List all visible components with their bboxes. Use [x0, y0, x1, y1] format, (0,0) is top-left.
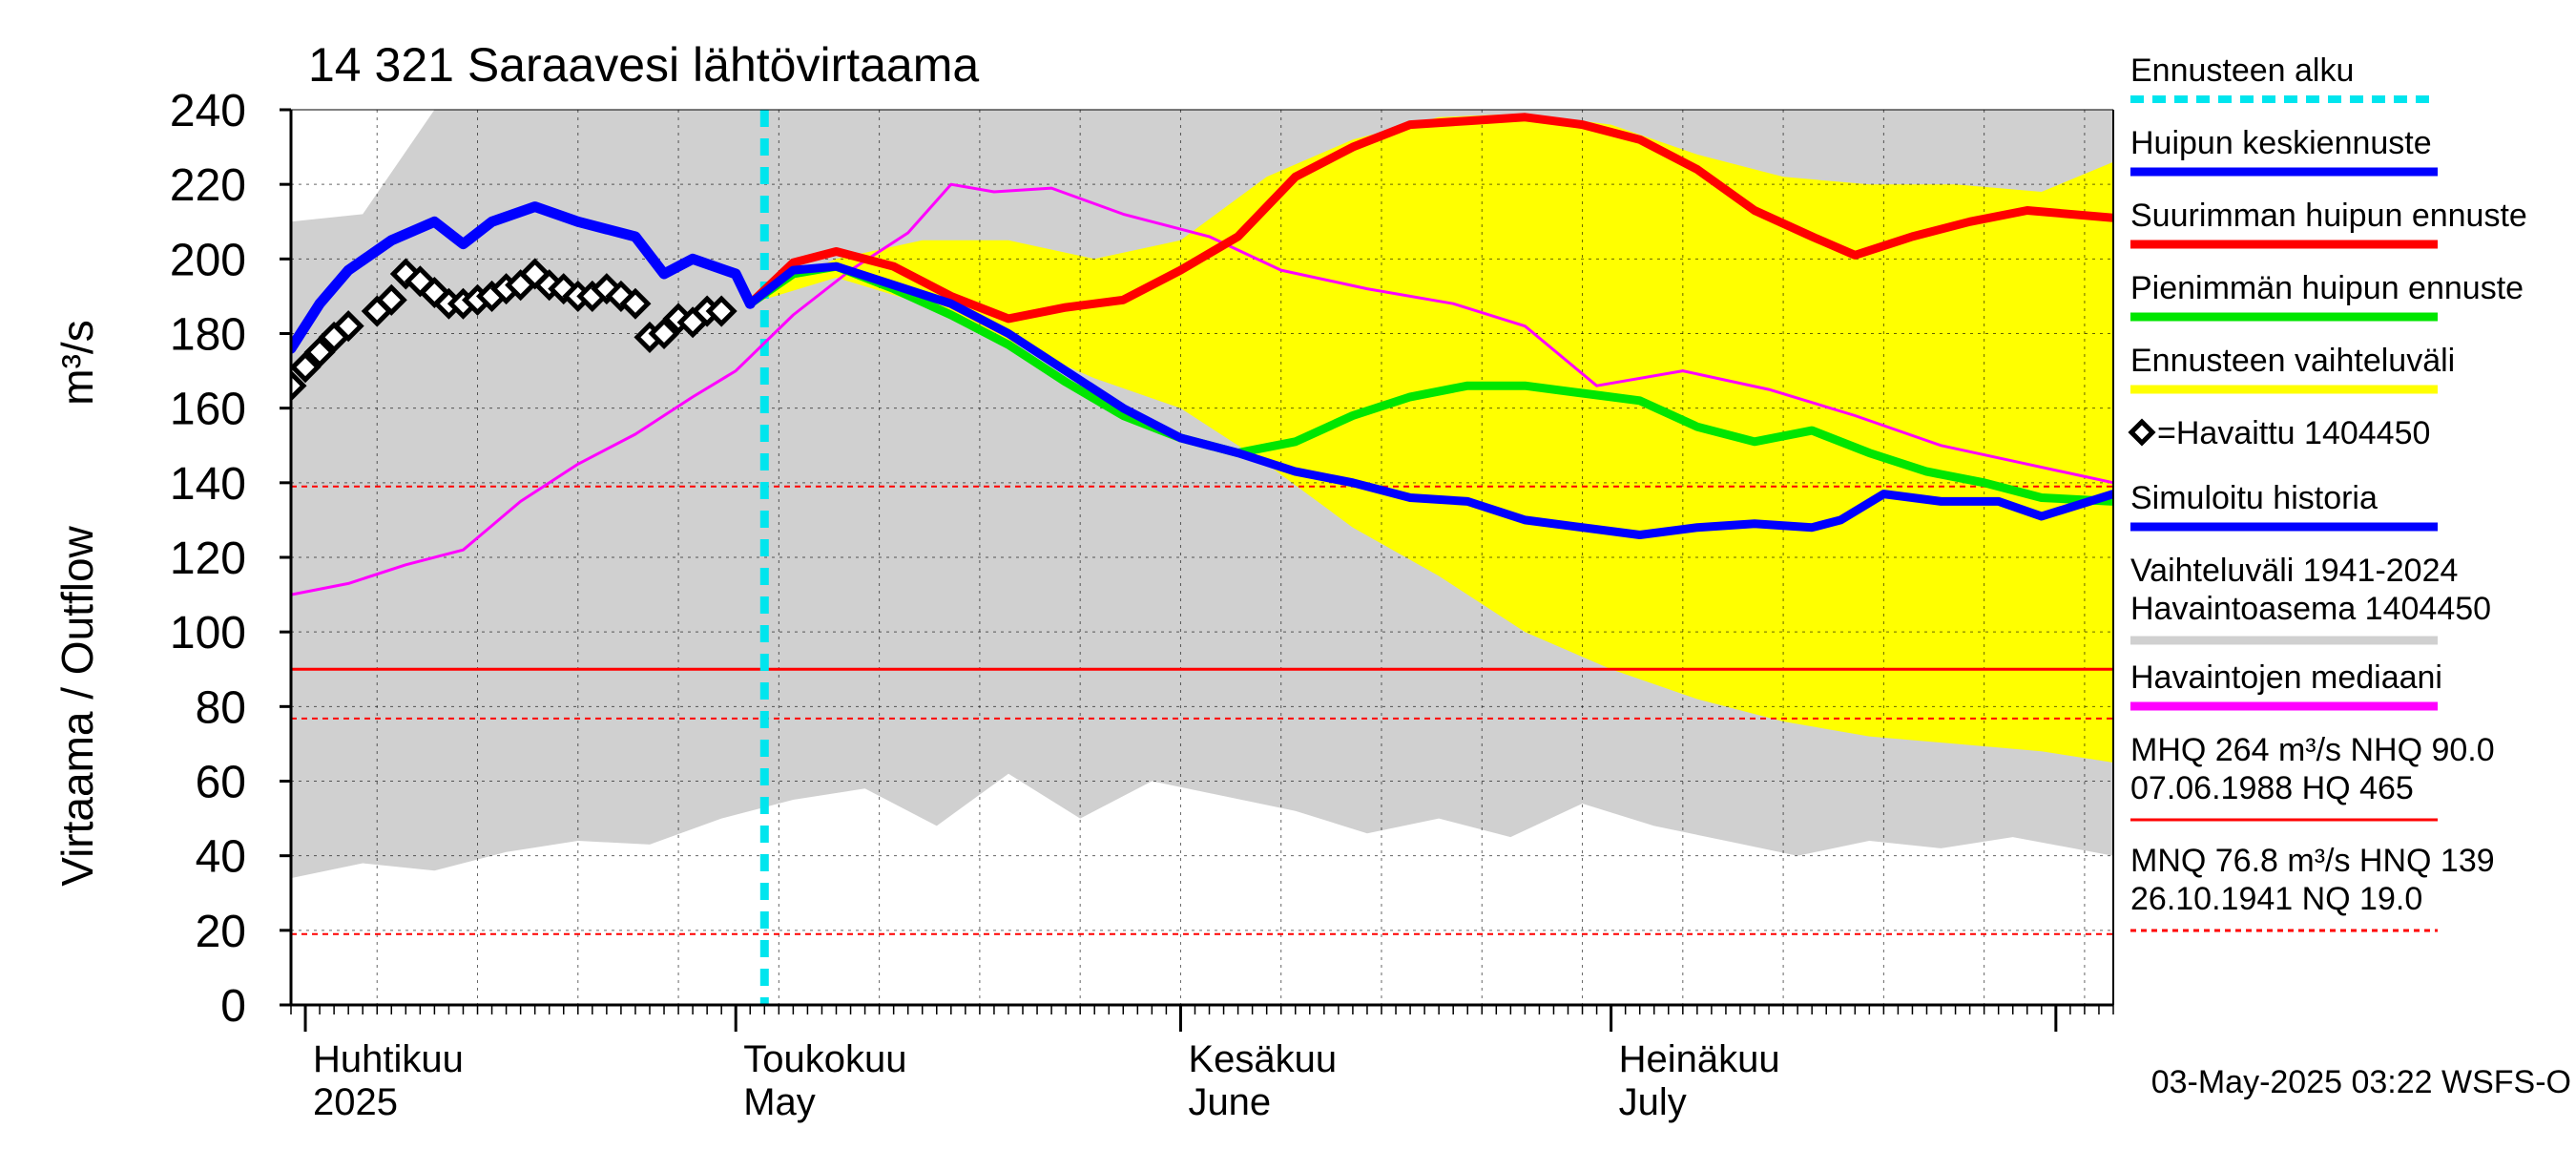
- legend-label: Pienimmän huipun ennuste: [2130, 270, 2524, 306]
- observed-point: [648, 317, 680, 350]
- observed-point: [605, 280, 637, 312]
- x-month-label: Heinäkuu: [1619, 1038, 1780, 1080]
- legend-marker: [2128, 418, 2156, 447]
- legend-label: Huipun keskiennuste: [2130, 125, 2432, 161]
- y-tick-label: 180: [170, 310, 246, 361]
- observed-point: [332, 310, 364, 343]
- legend-label-line2: 26.10.1941 NQ 19.0: [2130, 881, 2422, 917]
- x-month-sublabel: 2025: [313, 1081, 398, 1123]
- legend-label-line2: Havaintoasema 1404450: [2130, 591, 2491, 627]
- legend-label: MNQ 76.8 m³/s HNQ 139: [2130, 843, 2495, 879]
- x-month-label: Kesäkuu: [1188, 1038, 1337, 1080]
- footer-timestamp: 03-May-2025 03:22 WSFS-O: [2151, 1064, 2571, 1100]
- y-tick-label: 80: [196, 682, 246, 733]
- y-tick-label: 140: [170, 459, 246, 510]
- observed-point: [291, 369, 307, 402]
- series-line-mean_peak: [745, 261, 2113, 539]
- series-line-min_peak: [745, 261, 2113, 506]
- band-forecast_range: [750, 113, 2113, 763]
- legend-label: Ennusteen alku: [2130, 52, 2354, 89]
- y-tick-label: 240: [170, 86, 246, 136]
- legend-label: Suurimman huipun ennuste: [2130, 198, 2527, 234]
- x-month-sublabel: June: [1188, 1081, 1271, 1123]
- observed-point: [303, 336, 336, 368]
- legend-label: MHQ 264 m³/s NHQ 90.0: [2130, 732, 2495, 768]
- y-tick-label: 0: [220, 981, 246, 1032]
- series-line-simulated: [291, 201, 756, 354]
- y-tick-label: 40: [196, 832, 246, 883]
- x-month-label: Huhtikuu: [313, 1038, 464, 1080]
- y-tick-label: 100: [170, 608, 246, 659]
- legend-label: Simuloitu historia: [2130, 480, 2378, 516]
- observed-point: [389, 258, 422, 290]
- legend-label: Vaihteluväli 1941-2024: [2130, 553, 2458, 589]
- x-month-sublabel: May: [743, 1081, 816, 1123]
- y-tick-label: 160: [170, 385, 246, 435]
- y-tick-label: 200: [170, 235, 246, 285]
- y-tick-label: 20: [196, 907, 246, 957]
- x-month-label: Toukokuu: [743, 1038, 906, 1080]
- legend-label: Ennusteen vaihteluväli: [2130, 343, 2455, 379]
- series-line-max_peak: [745, 113, 2113, 324]
- observed-point: [291, 351, 322, 384]
- legend-label: Havaintojen mediaani: [2130, 659, 2442, 696]
- y-tick-label: 220: [170, 160, 246, 211]
- y-tick-label: 60: [196, 758, 246, 808]
- legend-label: =Havaittu 1404450: [2157, 415, 2430, 451]
- legend-label-line2: 07.06.1988 HQ 465: [2130, 770, 2414, 806]
- y-axis-unit: m³/s: [52, 320, 102, 405]
- chart-title: 14 321 Saraavesi lähtövirtaama: [308, 38, 979, 92]
- y-tick-label: 120: [170, 533, 246, 584]
- observed-point: [375, 283, 407, 316]
- x-month-sublabel: July: [1619, 1081, 1687, 1123]
- series-line-median: [291, 182, 2113, 596]
- observed-point: [619, 287, 652, 320]
- observed-point: [705, 295, 737, 327]
- y-axis-label: Virtaama / Outflow: [52, 525, 102, 886]
